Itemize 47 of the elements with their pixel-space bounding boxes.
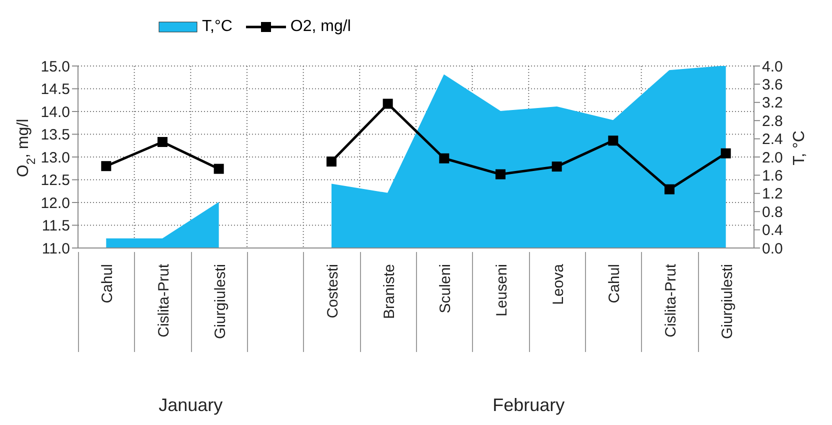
point: [326, 156, 336, 167]
point: [720, 148, 731, 158]
point: [496, 169, 506, 180]
y2-tick-label: 4.0: [762, 58, 783, 76]
y-tick-label: 11.0: [42, 240, 70, 258]
y2-axis-title: T, °C: [791, 130, 808, 166]
y-tick-label: 11.5: [42, 218, 70, 235]
y-tick-label: 12.5: [40, 172, 70, 190]
y2-tick-label: 1.6: [762, 168, 783, 185]
point: [608, 136, 618, 146]
point: [382, 98, 393, 109]
point: [664, 184, 674, 194]
y2-tick-label: 1.2: [762, 186, 783, 203]
y2-tick-label: 0.4: [762, 222, 783, 240]
y-tick-label: 13.0: [40, 149, 70, 166]
point: [439, 153, 450, 164]
y-tick-label: 14.0: [40, 104, 70, 121]
y-tick-label: 13.5: [40, 126, 70, 144]
y2-tick-label: 2.0: [762, 149, 783, 166]
legend-label: T,°C: [201, 18, 232, 36]
point: [101, 161, 112, 172]
y2-tick-label: 0.0: [762, 240, 783, 258]
x-tick-label: Leova: [550, 263, 567, 305]
point: [214, 164, 224, 174]
x-tick-label: Costesti: [324, 264, 342, 318]
x-tick-label: Giurgiulesti: [718, 264, 736, 340]
text: February: [492, 395, 566, 416]
y2-tick-label: 2.8: [762, 112, 783, 130]
y2-tick-label: 3.6: [762, 76, 783, 94]
y2-tick-label: 2.4: [762, 131, 783, 148]
x-tick-label: Leuseni: [494, 264, 510, 317]
y2-tick-label: 3.2: [762, 94, 783, 112]
y-tick-label: 15.0: [40, 58, 70, 76]
x-tick-label: Cislita-Prut: [156, 263, 172, 338]
y2-tick-label: 0.8: [762, 204, 783, 221]
x-tick-label: Giurgiulesti: [212, 264, 229, 340]
legend-label: O2, mg/l: [289, 18, 351, 36]
text: January: [158, 395, 224, 416]
point: [158, 136, 168, 147]
y-tick-label: 12.0: [40, 194, 70, 212]
x-tick-label: Cislita-Prut: [662, 263, 680, 338]
x-tick-label: Braniste: [380, 264, 398, 320]
y-tick-label: 14.5: [40, 81, 70, 98]
x-tick-label: Cahul: [606, 264, 624, 304]
x-tick-label: Cahul: [99, 264, 116, 304]
x-tick-label: Sculeni: [437, 264, 454, 314]
point: [552, 162, 562, 172]
